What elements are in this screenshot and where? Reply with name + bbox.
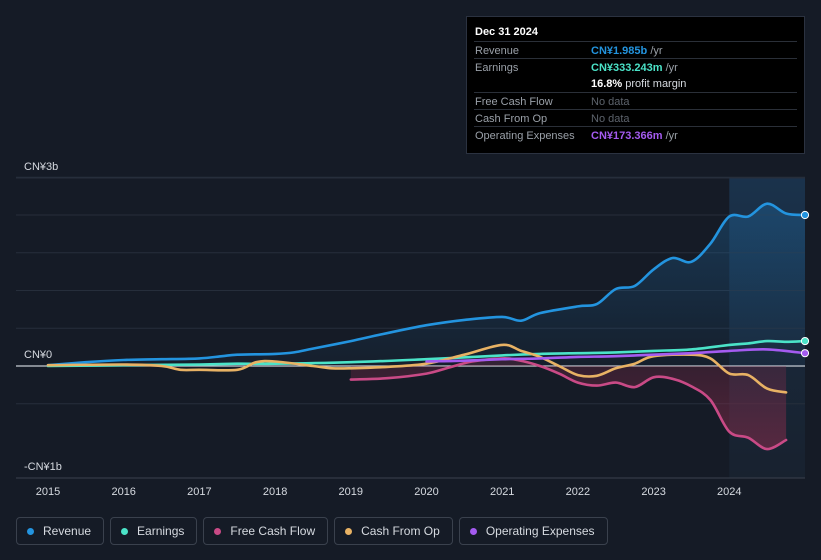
legend-label: Cash From Op [361,524,440,538]
legend-item-revenue[interactable]: Revenue [16,517,105,545]
tooltip-value: No data [591,96,630,108]
profit-margin: 16.8% profit margin [591,78,687,90]
x-tick-label: 2017 [187,486,211,498]
legend-item-free-cash-flow[interactable]: Free Cash Flow [203,517,329,545]
tooltip-row-earnings: Earnings CN¥333.243m /yr 16.8% profit ma… [474,58,797,93]
tooltip-label: Cash From Op [475,113,548,125]
legend-label: Free Cash Flow [230,524,316,538]
operating-expenses-dot-icon [469,527,477,535]
y-axis-labels: CN¥3b CN¥0 -CN¥1b [24,161,62,473]
tooltip-value: CN¥173.366m /yr [591,130,678,142]
tooltip-row-cfo: Cash From Op No data [474,109,797,127]
tooltip-row-fcf: Free Cash Flow No data [474,92,797,110]
tooltip-panel: Dec 31 2024 Revenue CN¥1.985b /yr Earnin… [466,16,805,154]
tooltip-label: Operating Expenses [475,130,575,142]
x-axis-labels: 2015 2016 2017 2018 2019 2020 2021 2022 2023 2024 [16,477,805,498]
revenue-area [48,203,805,366]
legend: Revenue Earnings Free Cash Flow Cash Fro… [16,517,608,547]
series-endpoints [800,210,810,358]
tooltip-value: CN¥333.243m /yr [591,62,678,74]
cash-from-op-dot-icon [345,527,353,535]
legend-label: Revenue [43,524,92,538]
legend-label: Earnings [137,524,185,538]
tooltip-date: Dec 31 2024 [475,26,538,38]
free-cash-flow-dot-icon [214,527,222,535]
operating-expenses-endpoint [800,349,810,358]
legend-item-cash-from-op[interactable]: Cash From Op [334,517,453,545]
x-tick-label: 2018 [263,486,287,498]
operating-expenses-line [425,348,807,363]
tooltip-label: Free Cash Flow [475,96,553,108]
free-cash-flow-line [349,357,788,451]
earnings-line [46,339,807,368]
earnings-dot-icon [121,527,129,535]
cash-from-op-line [46,343,788,394]
tooltip-label: Revenue [475,45,520,57]
x-tick-label: 2020 [414,486,438,498]
revenue-endpoint [800,210,810,220]
chart-svg: CN¥3b CN¥0 -CN¥1b 2015 2016 2017 2018 2019 2020… [16,161,810,498]
x-tick-label: 2019 [339,486,363,498]
y-tick-label: CN¥0 [24,349,52,361]
tooltip-value: CN¥1.985b /yr [591,45,663,57]
tooltip-row-revenue: Revenue CN¥1.985b /yr [474,41,797,59]
x-tick-label: 2016 [111,486,135,498]
x-tick-label: 2021 [490,486,514,498]
x-tick-label: 2024 [717,486,741,498]
legend-item-earnings[interactable]: Earnings [110,517,198,545]
revenue-dot-icon [27,527,34,535]
x-tick-label: 2022 [566,486,590,498]
y-tick-label: -CN¥1b [24,461,62,473]
tooltip-row-opex: Operating Expenses CN¥173.366m /yr [474,126,797,144]
series-lines [46,202,807,451]
earnings-endpoint [800,336,810,346]
tooltip-label: Earnings [475,62,519,74]
x-tick-label: 2015 [36,486,60,498]
x-tick-label: 2023 [641,486,665,498]
legend-item-operating-expenses[interactable]: Operating Expenses [458,517,608,545]
tooltip-value: No data [591,113,630,125]
legend-label: Operating Expenses [485,524,595,538]
revenue-line [46,202,807,367]
y-tick-label: CN¥3b [24,161,58,173]
